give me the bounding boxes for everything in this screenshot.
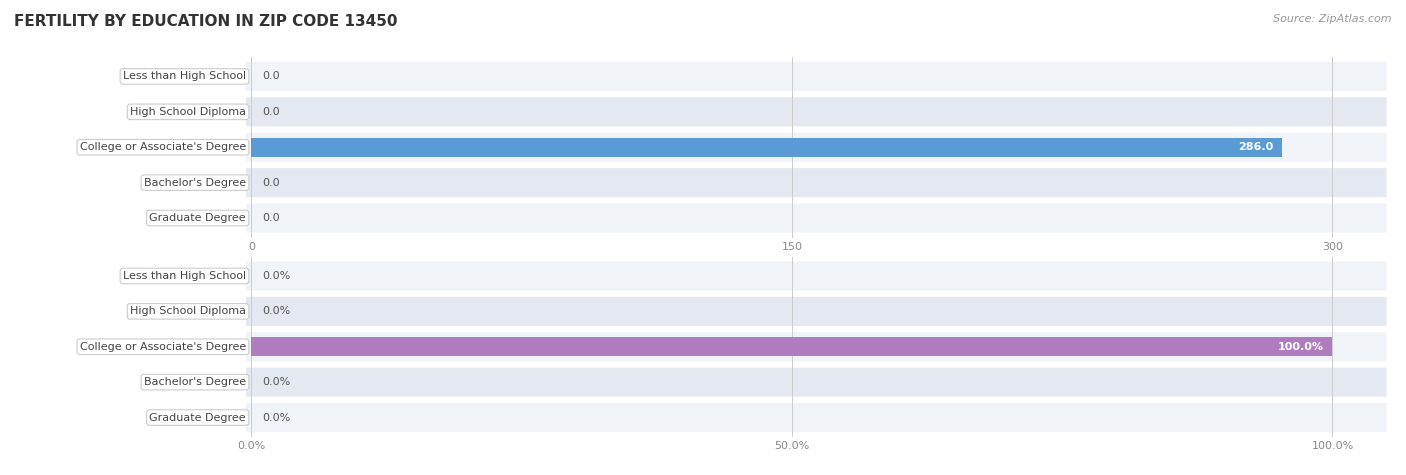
FancyBboxPatch shape [246, 403, 1386, 432]
FancyBboxPatch shape [246, 62, 1386, 91]
Text: 0.0%: 0.0% [263, 271, 291, 281]
FancyBboxPatch shape [246, 203, 1386, 233]
Text: 0.0: 0.0 [263, 71, 280, 82]
FancyBboxPatch shape [246, 168, 1386, 197]
Text: High School Diploma: High School Diploma [129, 107, 246, 117]
Text: FERTILITY BY EDUCATION IN ZIP CODE 13450: FERTILITY BY EDUCATION IN ZIP CODE 13450 [14, 14, 398, 29]
Text: College or Associate's Degree: College or Associate's Degree [80, 342, 246, 352]
Text: 100.0%: 100.0% [1278, 342, 1324, 352]
Text: 0.0: 0.0 [263, 107, 280, 117]
Text: 0.0%: 0.0% [263, 412, 291, 423]
Text: 0.0%: 0.0% [263, 306, 291, 316]
Bar [252, 138, 1282, 157]
Text: Graduate Degree: Graduate Degree [149, 412, 246, 423]
Text: Less than High School: Less than High School [122, 71, 246, 82]
Text: Graduate Degree: Graduate Degree [149, 213, 246, 223]
FancyBboxPatch shape [246, 261, 1386, 291]
Text: 286.0: 286.0 [1239, 142, 1274, 152]
FancyBboxPatch shape [246, 297, 1386, 326]
Text: Bachelor's Degree: Bachelor's Degree [143, 377, 246, 387]
Bar [252, 337, 1333, 356]
FancyBboxPatch shape [246, 97, 1386, 126]
FancyBboxPatch shape [246, 332, 1386, 361]
Text: College or Associate's Degree: College or Associate's Degree [80, 142, 246, 152]
FancyBboxPatch shape [246, 368, 1386, 397]
Text: Source: ZipAtlas.com: Source: ZipAtlas.com [1274, 14, 1392, 24]
Text: Bachelor's Degree: Bachelor's Degree [143, 178, 246, 188]
Text: 0.0%: 0.0% [263, 377, 291, 387]
Text: 0.0: 0.0 [263, 178, 280, 188]
Text: Less than High School: Less than High School [122, 271, 246, 281]
Text: 0.0: 0.0 [263, 213, 280, 223]
FancyBboxPatch shape [246, 133, 1386, 162]
Text: High School Diploma: High School Diploma [129, 306, 246, 316]
